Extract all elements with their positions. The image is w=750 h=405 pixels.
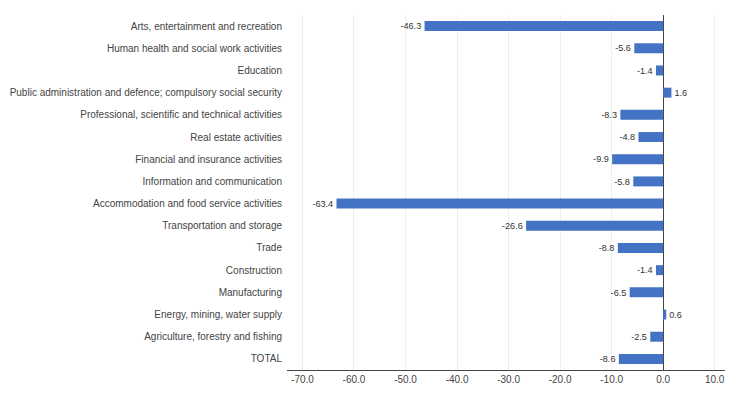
svg-text:Accommodation and food service: Accommodation and food service activitie… [93,198,282,209]
svg-text:Manufacturing: Manufacturing [219,287,282,298]
svg-text:Transportation and storage: Transportation and storage [162,220,282,231]
svg-text:Construction: Construction [226,265,282,276]
svg-text:-70.0: -70.0 [291,374,314,385]
svg-text:Information and communication: Information and communication [142,176,282,187]
svg-text:-8.6: -8.6 [600,354,616,364]
svg-text:Education: Education [238,65,282,76]
svg-text:-4.8: -4.8 [619,132,635,142]
svg-text:-10.0: -10.0 [600,374,623,385]
svg-text:Real estate activities: Real estate activities [190,132,282,143]
svg-text:-5.6: -5.6 [615,43,631,53]
svg-text:-1.4: -1.4 [637,265,653,275]
svg-text:10.0: 10.0 [705,374,725,385]
svg-text:Professional, scientific and t: Professional, scientific and technical a… [80,109,282,120]
svg-text:Trade: Trade [256,242,282,253]
svg-text:-2.5: -2.5 [631,332,647,342]
svg-text:-8.8: -8.8 [599,243,615,253]
svg-text:-63.4: -63.4 [312,199,333,209]
svg-text:-50.0: -50.0 [394,374,417,385]
svg-text:-5.8: -5.8 [614,177,630,187]
svg-text:-9.9: -9.9 [593,154,609,164]
svg-text:-46.3: -46.3 [400,21,421,31]
svg-text:Agriculture, forestry and fish: Agriculture, forestry and fishing [144,331,282,342]
svg-text:-20.0: -20.0 [549,374,572,385]
svg-text:-40.0: -40.0 [446,374,469,385]
svg-text:Public administration and defe: Public administration and defence; compu… [10,87,282,98]
svg-text:-60.0: -60.0 [343,374,366,385]
svg-text:Arts, entertainment and recrea: Arts, entertainment and recreation [131,21,282,32]
svg-text:Human health and social work a: Human health and social work activities [107,43,282,54]
svg-text:Energy, mining, water supply: Energy, mining, water supply [154,309,282,320]
svg-text:Financial and insurance activi: Financial and insurance activities [135,154,282,165]
svg-text:-6.5: -6.5 [611,288,627,298]
svg-text:-8.3: -8.3 [601,110,617,120]
svg-text:0.0: 0.0 [656,374,670,385]
svg-text:-30.0: -30.0 [497,374,520,385]
svg-text:0.6: 0.6 [669,310,682,320]
svg-text:1.6: 1.6 [674,88,687,98]
svg-text:TOTAL: TOTAL [251,353,283,364]
svg-text:-26.6: -26.6 [502,221,523,231]
svg-text:-1.4: -1.4 [637,66,653,76]
